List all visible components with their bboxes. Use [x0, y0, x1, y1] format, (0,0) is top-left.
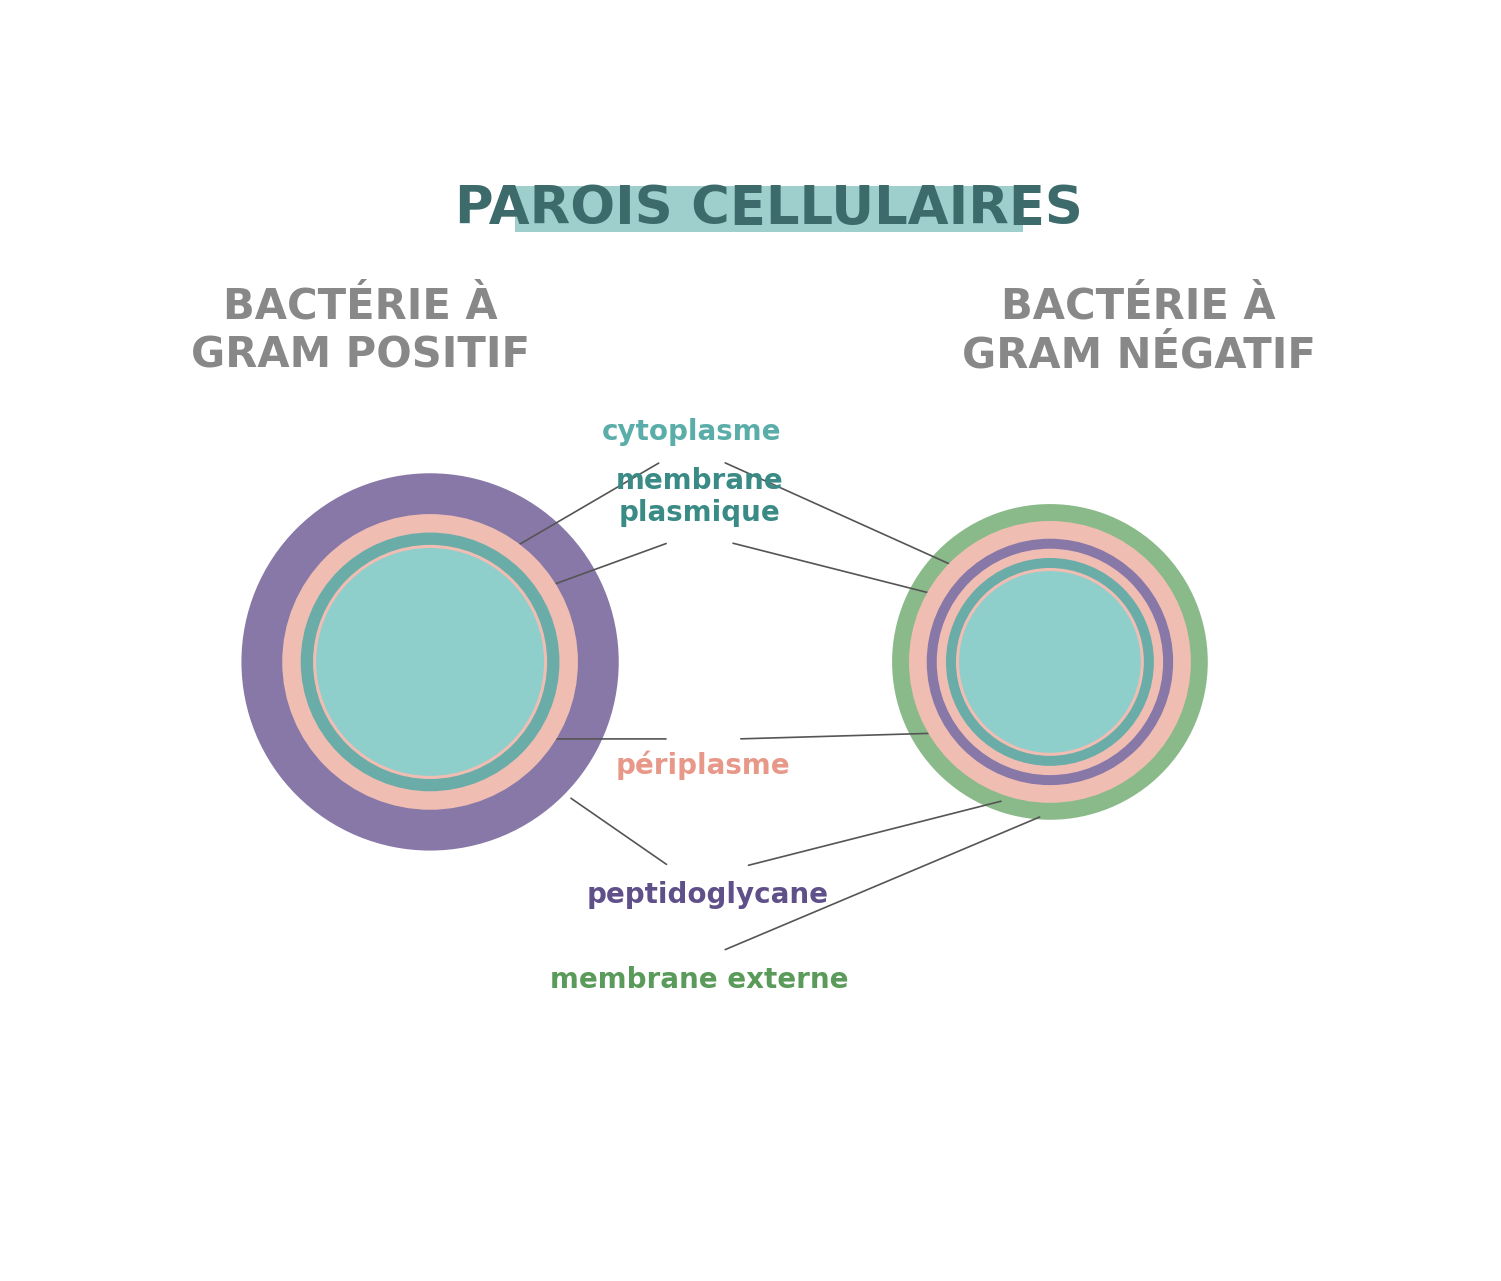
- Ellipse shape: [926, 539, 1174, 785]
- Text: membrane externe: membrane externe: [551, 966, 850, 994]
- Ellipse shape: [959, 571, 1141, 753]
- Text: BACTÉRIE À
GRAM POSITIF: BACTÉRIE À GRAM POSITIF: [191, 286, 530, 377]
- Ellipse shape: [242, 473, 618, 851]
- Text: cytoplasme: cytoplasme: [602, 419, 782, 446]
- Text: peptidoglycane: peptidoglycane: [587, 881, 829, 910]
- Text: PAROIS CELLULAIRES: PAROIS CELLULAIRES: [455, 183, 1082, 236]
- Text: périplasme: périplasme: [615, 751, 791, 780]
- Ellipse shape: [956, 567, 1144, 756]
- Text: BACTÉRIE À
GRAM NÉGATIF: BACTÉRIE À GRAM NÉGATIF: [962, 286, 1315, 377]
- Ellipse shape: [282, 514, 578, 810]
- Ellipse shape: [300, 533, 560, 792]
- Ellipse shape: [937, 548, 1163, 775]
- Text: membrane
plasmique: membrane plasmique: [615, 466, 784, 528]
- Ellipse shape: [892, 503, 1208, 820]
- Ellipse shape: [314, 544, 548, 779]
- FancyBboxPatch shape: [515, 186, 1024, 232]
- Ellipse shape: [910, 521, 1190, 803]
- Ellipse shape: [317, 548, 543, 776]
- Ellipse shape: [946, 559, 1154, 766]
